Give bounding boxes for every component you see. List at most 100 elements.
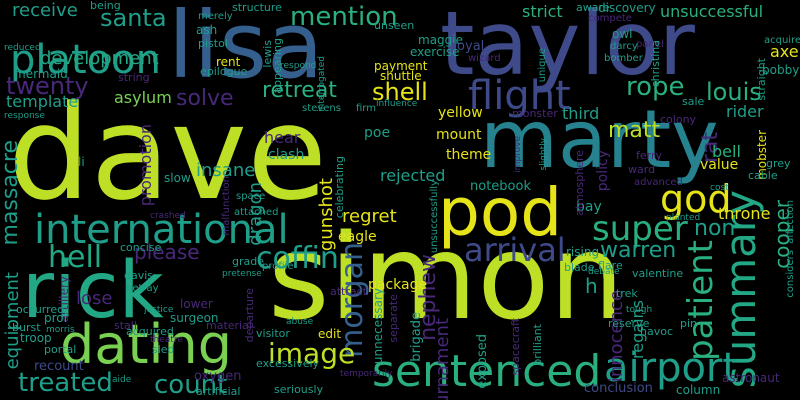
word-lose: lose	[76, 288, 113, 309]
word-god: god	[660, 177, 732, 221]
word-eagle: eagle	[338, 229, 377, 245]
word-brigade: brigade	[409, 312, 424, 362]
word-portal: portal	[44, 343, 77, 356]
word-malfunction: malfunction	[221, 176, 232, 236]
word-exercise: exercise	[410, 45, 460, 59]
word-havoc: havoc	[640, 325, 673, 338]
word-merely: merely	[198, 11, 233, 22]
word-international: international	[34, 207, 289, 253]
word-compete: compete	[588, 13, 632, 24]
word-theme: theme	[446, 147, 492, 163]
word-massacre: massacre	[0, 140, 23, 246]
word-pretense: pretense	[222, 269, 262, 279]
word-excessively: excessively	[256, 357, 320, 370]
word-aware: aware	[576, 1, 610, 14]
word-response: response	[4, 111, 45, 121]
word-third: third	[562, 104, 600, 123]
word-trek: trek	[616, 287, 638, 300]
word-grey: grey	[766, 157, 791, 170]
word-affection: affection	[785, 200, 796, 244]
word-departure: departure	[243, 288, 256, 343]
word-bomber: bomber	[604, 53, 643, 64]
word-darcy: darcy	[610, 41, 638, 52]
word-unseen: unseen	[374, 19, 415, 32]
word-interrogated: interrogated	[317, 56, 327, 112]
word-santa: santa	[100, 4, 167, 32]
word-discovery: discovery	[598, 1, 656, 15]
word-coffin: coffin	[256, 241, 339, 276]
word-brilliant: brilliant	[531, 324, 544, 366]
word-receive: receive	[12, 0, 78, 21]
word-advanced: advanced	[634, 177, 683, 188]
word-reserve: reserve	[608, 317, 650, 330]
word-wizard: wizard	[468, 53, 501, 64]
word-bobby: bobby	[762, 63, 800, 77]
word-unique: unique	[537, 48, 548, 83]
word-royal: royal	[452, 39, 485, 54]
word-seriously: seriously	[274, 383, 324, 396]
word-count: count	[154, 370, 228, 400]
word-shuttle: shuttle	[380, 69, 422, 83]
word-artificial: artificial	[196, 385, 241, 398]
word-regret: regret	[342, 206, 397, 227]
word-clash: clash	[268, 147, 305, 163]
word-mermaid: mermaid	[14, 67, 68, 81]
word-atmosphere: atmosphere	[573, 150, 586, 216]
word-axe: axe	[770, 42, 799, 61]
word-string: string	[118, 71, 150, 84]
word-hell: hell	[48, 240, 103, 275]
word-innocence: innocence	[606, 290, 627, 383]
word-cost: cost	[710, 183, 729, 193]
word-unsuccessful: unsuccessful	[660, 2, 764, 21]
word-bay: bay	[576, 199, 602, 215]
word-asylum: asylum	[114, 88, 172, 107]
word-monster: monster	[512, 107, 558, 120]
word-mention: mention	[290, 2, 398, 32]
word-justice: justice	[144, 305, 174, 315]
word-debate: debate	[588, 267, 620, 277]
word-dave: dave	[8, 77, 328, 229]
word-conclusion: conclusion	[584, 381, 653, 396]
word-burst: burst	[12, 321, 41, 334]
word-hear: hear	[264, 128, 301, 147]
word-separate: separate	[387, 294, 400, 343]
word-bell: bell	[712, 142, 741, 161]
word-firm: firm	[356, 103, 376, 114]
word-rope: rope	[626, 72, 685, 102]
word-policy: policy	[595, 150, 611, 192]
word-rider: rider	[726, 102, 764, 121]
word-betray: betray	[126, 283, 159, 294]
word-influence: influence	[376, 99, 418, 109]
word-patient: patient	[681, 240, 721, 361]
word-maggie: maggie	[418, 33, 463, 47]
word-exposed: exposed	[475, 334, 490, 389]
word-platoon: platoon	[10, 37, 161, 83]
word-structure: structure	[232, 1, 282, 14]
word-acquired: acquired	[126, 325, 174, 338]
word-payment: payment	[374, 59, 428, 73]
word-tough: tough	[626, 305, 653, 315]
word-rent: rent	[216, 55, 241, 69]
word-aide: aide	[112, 375, 132, 385]
word-prof: prof	[44, 311, 68, 325]
word-poe: poe	[364, 125, 391, 141]
word-lisa: lisa	[168, 0, 324, 99]
word-slightly: slightly	[539, 138, 549, 171]
word-recount: recount	[34, 359, 84, 374]
word-insane: insane	[196, 160, 256, 181]
word-stall: stall	[114, 319, 137, 332]
word-image: image	[268, 337, 356, 370]
word-profile: profile	[262, 261, 294, 272]
word-abuse: abuse	[286, 317, 314, 327]
word-pin: pin	[680, 317, 698, 330]
word-space: space	[236, 191, 266, 202]
word-considers: considers	[785, 250, 796, 298]
word-sled: sled	[152, 343, 175, 356]
word-non: non	[694, 216, 736, 241]
word-visitor: visitor	[256, 327, 290, 340]
word-ferry: ferry	[636, 149, 663, 162]
word-flare: flare	[598, 259, 623, 272]
word-ash: ash	[196, 23, 218, 37]
